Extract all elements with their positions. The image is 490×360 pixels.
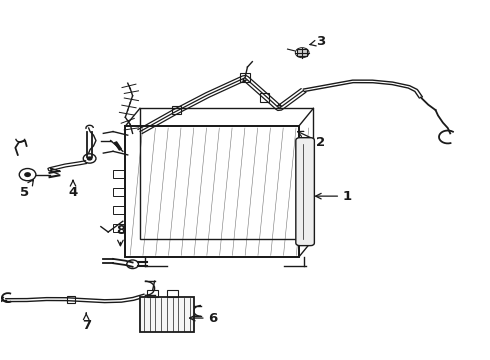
Bar xyxy=(260,93,270,102)
Bar xyxy=(67,296,75,303)
Text: 2: 2 xyxy=(297,131,325,149)
Bar xyxy=(125,126,299,257)
Text: 7: 7 xyxy=(82,313,91,332)
Bar xyxy=(147,290,158,297)
Text: 4: 4 xyxy=(69,180,77,199)
Text: 1: 1 xyxy=(316,190,352,203)
Text: 3: 3 xyxy=(310,35,325,49)
Bar xyxy=(297,49,307,56)
Text: 8: 8 xyxy=(116,224,125,246)
Text: 5: 5 xyxy=(20,180,33,199)
Bar xyxy=(113,206,125,214)
FancyBboxPatch shape xyxy=(296,138,315,246)
Bar xyxy=(113,188,125,196)
Bar xyxy=(113,224,125,232)
Bar xyxy=(172,106,181,114)
Bar xyxy=(140,108,314,239)
Bar xyxy=(125,126,299,257)
FancyArrow shape xyxy=(115,142,122,150)
Circle shape xyxy=(24,172,31,177)
Text: 6: 6 xyxy=(190,311,218,325)
Bar xyxy=(167,290,177,297)
Bar xyxy=(113,170,125,178)
Bar xyxy=(240,73,250,82)
Circle shape xyxy=(87,156,93,161)
Bar xyxy=(140,297,194,332)
